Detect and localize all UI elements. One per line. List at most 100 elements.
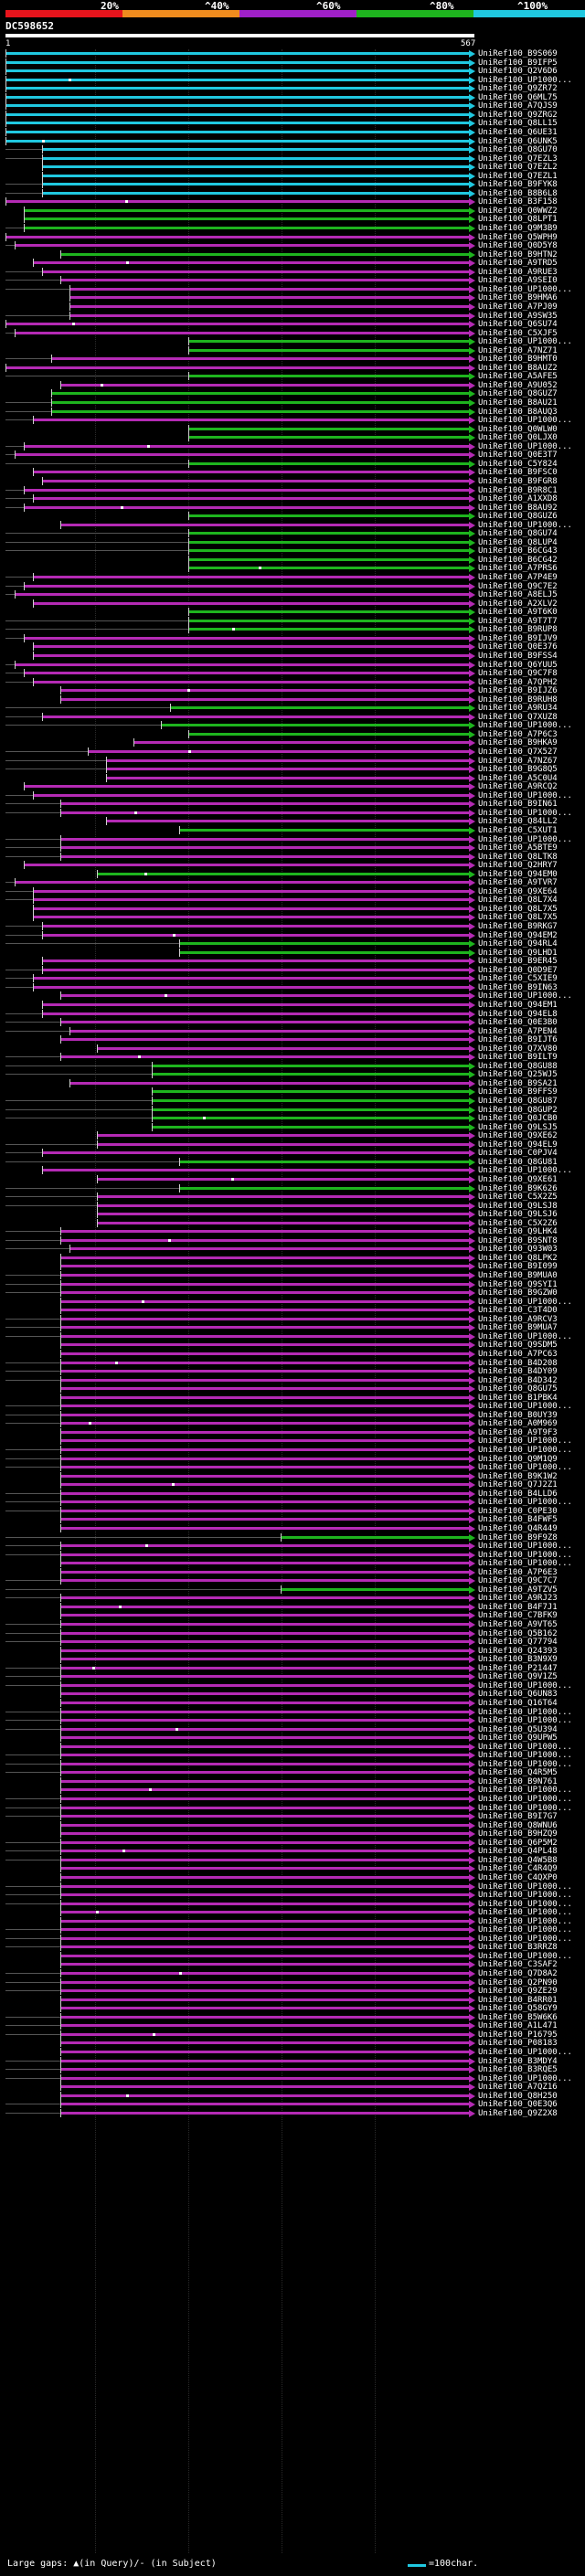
hit-row[interactable]: UniRef100_UP1000... bbox=[0, 2073, 585, 2083]
hit-label[interactable]: UniRef100_Q9Z2X8 bbox=[478, 2108, 558, 2118]
hit-row[interactable]: UniRef100_B4DY09 bbox=[0, 1367, 585, 1376]
hit-label[interactable]: UniRef100_Q9LHK4 bbox=[478, 1227, 558, 1237]
hit-label[interactable]: UniRef100_Q8GUZ7 bbox=[478, 389, 558, 399]
hit-label[interactable]: UniRef100_A9RUE3 bbox=[478, 267, 558, 277]
hit-label[interactable]: UniRef100_B9IJT6 bbox=[478, 1035, 558, 1045]
hit-row[interactable]: UniRef100_B6CG43 bbox=[0, 546, 585, 556]
hit-row[interactable]: UniRef100_Q8GU70 bbox=[0, 145, 585, 154]
hit-label[interactable]: UniRef100_Q58GY9 bbox=[478, 2004, 558, 2014]
hit-label[interactable]: UniRef100_A7PRS6 bbox=[478, 564, 558, 574]
hit-row[interactable]: UniRef100_Q25WJ5 bbox=[0, 1070, 585, 1079]
hit-row[interactable]: UniRef100_A9U052 bbox=[0, 380, 585, 390]
hit-row[interactable]: UniRef100_B9R8C1 bbox=[0, 485, 585, 495]
hit-label[interactable]: UniRef100_Q8LTK8 bbox=[478, 852, 558, 862]
hit-label[interactable]: UniRef100_B0UY39 bbox=[478, 1410, 558, 1420]
hit-row[interactable]: UniRef100_B9SA21 bbox=[0, 1078, 585, 1088]
hit-row[interactable]: UniRef100_B9IFP5 bbox=[0, 58, 585, 68]
hit-label[interactable]: UniRef100_UP1000... bbox=[478, 1550, 572, 1560]
hit-label[interactable]: UniRef100_A9SW35 bbox=[478, 311, 558, 321]
hit-row[interactable]: UniRef100_B0UY39 bbox=[0, 1410, 585, 1420]
hit-row[interactable]: UniRef100_B4D208 bbox=[0, 1358, 585, 1368]
hit-label[interactable]: UniRef100_Q5B162 bbox=[478, 1628, 558, 1638]
hit-label[interactable]: UniRef100_A7QJS9 bbox=[478, 101, 558, 111]
hit-label[interactable]: UniRef100_UP1000... bbox=[478, 416, 572, 426]
hit-row[interactable]: UniRef100_A8ELJ5 bbox=[0, 590, 585, 599]
hit-label[interactable]: UniRef100_Q5WPH9 bbox=[478, 232, 558, 242]
hit-row[interactable]: UniRef100_UP1000... bbox=[0, 808, 585, 818]
hit-row[interactable]: UniRef100_UP1000... bbox=[0, 721, 585, 730]
hit-row[interactable]: UniRef100_Q8GUZ7 bbox=[0, 389, 585, 398]
hit-label[interactable]: UniRef100_A9SEI0 bbox=[478, 276, 558, 286]
hit-row[interactable]: UniRef100_UP1000... bbox=[0, 1436, 585, 1446]
hit-row[interactable]: UniRef100_UP1000... bbox=[0, 1498, 585, 1507]
hit-row[interactable]: UniRef100_B9RUP8 bbox=[0, 625, 585, 634]
hit-label[interactable]: UniRef100_C4QXP0 bbox=[478, 1872, 558, 1882]
hit-label[interactable]: UniRef100_B9SA21 bbox=[478, 1078, 558, 1088]
hit-row[interactable]: UniRef100_A9SW35 bbox=[0, 311, 585, 321]
hit-row[interactable]: UniRef100_B9HMA6 bbox=[0, 293, 585, 302]
hit-row[interactable]: UniRef100_Q94EL8 bbox=[0, 1009, 585, 1019]
hit-label[interactable]: UniRef100_Q8GUZ6 bbox=[478, 512, 558, 522]
hit-label[interactable]: UniRef100_Q6ML75 bbox=[478, 92, 558, 102]
hit-row[interactable]: UniRef100_A7P4E9 bbox=[0, 573, 585, 582]
hit-label[interactable]: UniRef100_A7PC63 bbox=[478, 1349, 558, 1359]
hit-row[interactable]: UniRef100_UP1000... bbox=[0, 1550, 585, 1560]
hit-row[interactable]: UniRef100_Q9ZR72 bbox=[0, 84, 585, 93]
hit-label[interactable]: UniRef100_B9RUH8 bbox=[478, 694, 558, 705]
hit-label[interactable]: UniRef100_B8AUQ3 bbox=[478, 407, 558, 417]
hit-label[interactable]: UniRef100_B8AU92 bbox=[478, 503, 558, 513]
hit-label[interactable]: UniRef100_UP1000... bbox=[478, 721, 572, 731]
hit-label[interactable]: UniRef100_Q9M3B9 bbox=[478, 224, 558, 233]
hit-label[interactable]: UniRef100_UP1000... bbox=[478, 1795, 572, 1804]
hit-row[interactable]: UniRef100_A9RCQ2 bbox=[0, 782, 585, 791]
hit-label[interactable]: UniRef100_UP1000... bbox=[478, 1559, 572, 1569]
hit-row[interactable]: UniRef100_Q5U394 bbox=[0, 1724, 585, 1734]
hit-row[interactable]: UniRef100_B9IJZ6 bbox=[0, 686, 585, 695]
hit-row[interactable]: UniRef100_Q4R5M5 bbox=[0, 1768, 585, 1777]
hit-row[interactable]: UniRef100_UP1000... bbox=[0, 1934, 585, 1944]
hit-row[interactable]: UniRef100_B3MDY4 bbox=[0, 2056, 585, 2066]
hit-row[interactable]: UniRef100_B9HTN2 bbox=[0, 249, 585, 260]
hit-row[interactable]: UniRef100_A2XLV2 bbox=[0, 599, 585, 609]
hit-row[interactable]: UniRef100_UP1000... bbox=[0, 1680, 585, 1691]
hit-label[interactable]: UniRef100_B9MUA0 bbox=[478, 1271, 558, 1280]
hit-row[interactable]: UniRef100_UP1000... bbox=[0, 1166, 585, 1175]
hit-label[interactable]: UniRef100_B9HMT0 bbox=[478, 355, 558, 365]
hit-row[interactable]: UniRef100_Q9Z2X8 bbox=[0, 2108, 585, 2118]
hit-label[interactable]: UniRef100_UP1000... bbox=[478, 1899, 572, 1909]
hit-label[interactable]: UniRef100_C4R4Q9 bbox=[478, 1864, 558, 1874]
hit-row[interactable]: UniRef100_Q7X527 bbox=[0, 747, 585, 757]
hit-row[interactable]: UniRef100_B9ILT9 bbox=[0, 1053, 585, 1062]
hit-row[interactable]: UniRef100_Q93W03 bbox=[0, 1245, 585, 1254]
hit-row[interactable]: UniRef100_Q6YUU5 bbox=[0, 660, 585, 670]
hit-label[interactable]: UniRef100_UP1000... bbox=[478, 337, 572, 347]
hit-label[interactable]: UniRef100_Q84LL2 bbox=[478, 817, 558, 827]
hit-label[interactable]: UniRef100_Q9ZRG2 bbox=[478, 110, 558, 120]
hit-label[interactable]: UniRef100_Q4R5M5 bbox=[478, 1768, 558, 1778]
hit-label[interactable]: UniRef100_A9TRD5 bbox=[478, 259, 558, 269]
hit-label[interactable]: UniRef100_B3MDY4 bbox=[478, 2056, 558, 2066]
hit-label[interactable]: UniRef100_Q8GU74 bbox=[478, 529, 558, 539]
hit-label[interactable]: UniRef100_Q94EM0 bbox=[478, 869, 558, 879]
hit-label[interactable]: UniRef100_B6CG43 bbox=[478, 546, 558, 557]
hit-label[interactable]: UniRef100_Q9C7F8 bbox=[478, 669, 558, 679]
hit-label[interactable]: UniRef100_UP1000... bbox=[478, 1925, 572, 1935]
hit-row[interactable]: UniRef100_Q8LTK8 bbox=[0, 852, 585, 862]
hit-label[interactable]: UniRef100_Q8GUP2 bbox=[478, 1105, 558, 1115]
hit-label[interactable]: UniRef100_A0M969 bbox=[478, 1419, 558, 1429]
hit-row[interactable]: UniRef100_Q8GU88 bbox=[0, 1061, 585, 1071]
hit-row[interactable]: UniRef100_Q6SU74 bbox=[0, 320, 585, 329]
hit-label[interactable]: UniRef100_B9MUA7 bbox=[478, 1323, 558, 1333]
hit-label[interactable]: UniRef100_B4D342 bbox=[478, 1375, 558, 1385]
hit-label[interactable]: UniRef100_B9HTN2 bbox=[478, 249, 558, 260]
hit-row[interactable]: UniRef100_B9FYK8 bbox=[0, 180, 585, 189]
hit-label[interactable]: UniRef100_Q9C7E2 bbox=[478, 581, 558, 591]
hit-row[interactable]: UniRef100_UP1000... bbox=[0, 991, 585, 1001]
hit-label[interactable]: UniRef100_C5X2Z6 bbox=[478, 1218, 558, 1228]
hit-row[interactable]: UniRef100_Q0WWZ2 bbox=[0, 206, 585, 216]
hit-row[interactable]: UniRef100_B3RRZ8 bbox=[0, 1943, 585, 1952]
hit-label[interactable]: UniRef100_Q4PL48 bbox=[478, 1847, 558, 1857]
hit-label[interactable]: UniRef100_UP1000... bbox=[478, 1803, 572, 1813]
hit-row[interactable]: UniRef100_A5BTE9 bbox=[0, 843, 585, 853]
hit-row[interactable]: UniRef100_A7QZ16 bbox=[0, 2083, 585, 2092]
